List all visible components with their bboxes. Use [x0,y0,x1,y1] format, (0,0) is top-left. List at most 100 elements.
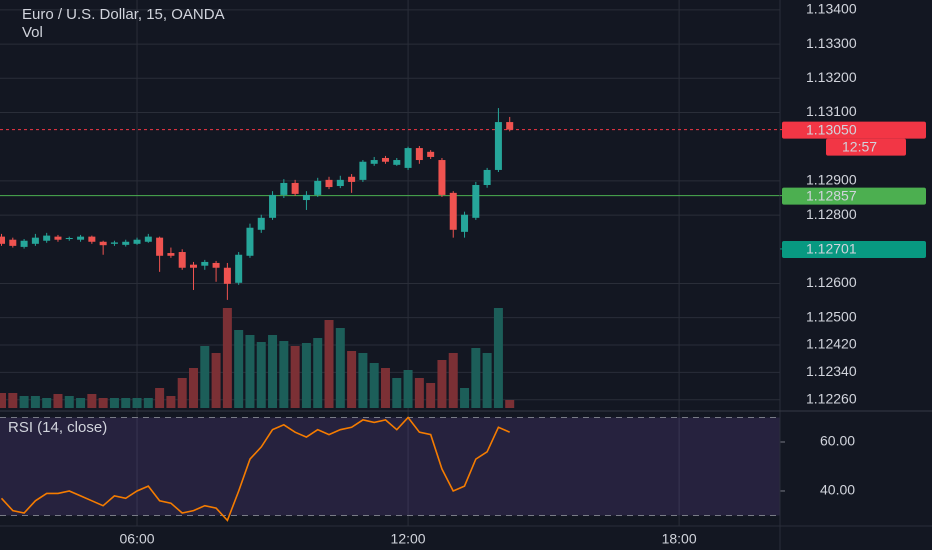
volume-bar [188,368,198,408]
volume-bar [403,370,413,408]
candle-body [77,236,85,240]
volume-bar [64,396,74,408]
candle-body [483,169,491,185]
volume-bar [324,320,334,408]
candle-body [404,148,412,168]
candle-body [449,192,457,230]
price-label: 1.12701 [806,241,857,257]
volume-bar [109,398,119,408]
y-tick-label: 1.12600 [806,274,857,290]
volume-bar [30,396,40,408]
candle-body [0,236,6,244]
y-tick-label: 1.12900 [806,172,857,188]
candle-body [438,160,446,195]
volume-bar [256,342,266,408]
volume-bar [290,346,300,408]
candle-body [9,239,17,246]
volume-bar [505,400,515,408]
candle-body [359,161,367,180]
candle-body [201,261,209,266]
candle-body [31,237,39,244]
volume-bar [245,335,255,408]
candle-body [88,236,96,242]
volume-bar [369,363,379,408]
candle-body [494,122,502,170]
price-label-box [782,187,926,205]
x-tick-label: 12:00 [391,531,426,547]
candle-body [20,240,28,247]
candle-body [348,176,356,182]
price-label-box [782,121,926,139]
candle-body [246,227,254,256]
candle-body [54,236,62,240]
candle-body [506,122,514,130]
volume-bar [8,393,18,408]
candle-body [427,151,435,157]
candle-body [280,182,288,195]
volume-bar [414,378,424,408]
y-tick-label: 1.13300 [806,35,857,51]
price-label-box [782,240,926,258]
y-tick-label: 1.12260 [806,390,857,406]
candle-body [257,217,265,230]
volume-legend: Vol [22,24,43,41]
volume-bar [166,396,176,408]
volume-bar [222,308,232,408]
countdown: 12:57 [842,138,877,154]
candle-body [110,242,118,244]
rsi-tick-label: 40.00 [820,482,855,498]
volume-bar [380,368,390,408]
volume-bar [211,353,221,408]
candle-body [269,194,277,218]
candle-body [415,148,423,161]
candle-body [156,237,164,256]
volume-bar [335,328,345,408]
volume-bar [132,398,142,408]
candle-body [336,179,344,187]
rsi-tick-label: 60.00 [820,433,855,449]
volume-bar [460,388,470,408]
candle-body [461,214,469,232]
volume-bar [19,396,29,408]
y-tick-label: 1.13200 [806,69,857,85]
candle-body [235,254,243,283]
volume-bar [482,353,492,408]
candle-body [302,194,310,201]
volume-bar [53,394,63,408]
x-tick-label: 06:00 [120,531,155,547]
candle-body [122,241,130,245]
countdown-box [826,138,906,156]
volume-bar [121,398,131,408]
candle-body [133,239,141,244]
volume-bar [0,393,7,408]
volume-bar [200,346,210,408]
volume-bar [279,341,289,408]
volume-bar [347,351,357,408]
candle-body [223,267,231,284]
y-tick-label: 1.12420 [806,336,857,352]
price-label: 1.12857 [806,187,857,203]
volume-bar [42,398,52,408]
y-tick-label: 1.12340 [806,363,857,379]
y-tick-label: 1.12800 [806,206,857,222]
volume-bar [493,308,503,408]
candle-body [291,182,299,194]
rsi-legend: RSI (14, close) [8,419,107,436]
candle-body [65,237,73,240]
price-label: 1.13050 [806,121,857,137]
x-tick-label: 18:00 [662,531,697,547]
volume-bar [448,353,458,408]
volume-bar [313,338,323,408]
candle-body [167,253,175,256]
candle-body [325,179,333,188]
candle-body [43,235,51,241]
volume-bar [426,383,436,408]
volume-bar [143,398,153,408]
candle-body [381,157,389,162]
volume-bar [392,378,402,408]
candle-body [370,160,378,164]
volume-bar [358,353,368,408]
volume-bar [76,398,86,408]
